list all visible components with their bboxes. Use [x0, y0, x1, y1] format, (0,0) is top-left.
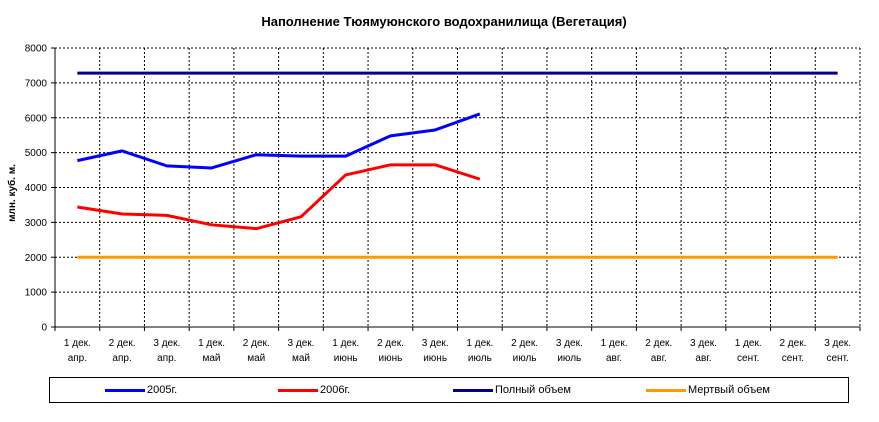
x-tick-label-line1: 3 дек.	[288, 338, 315, 349]
legend-label: Полный объем	[495, 384, 571, 396]
legend-label: 2006г.	[320, 384, 351, 396]
y-tick-label: 7000	[25, 78, 48, 89]
x-tick-label-line1: 1 дек.	[198, 338, 225, 349]
grid-lines	[55, 47, 861, 327]
x-tick-label-line2: сент.	[826, 353, 848, 364]
x-tick-label-line2: июль	[557, 353, 581, 364]
x-tick-label-line2: апр.	[112, 353, 131, 364]
legend-item: 2006г.	[278, 378, 350, 402]
axes	[51, 47, 861, 331]
x-tick-label-line1: 2 дек.	[511, 338, 538, 349]
x-tick-label-line2: авг.	[695, 353, 711, 364]
x-tick-label-line2: июнь	[334, 353, 358, 364]
chart-plot: 0 1000 2000 3000 4000 5000 6000 7000 8000 1 дек.…	[25, 44, 861, 364]
x-tick-labels: 1 дек. апр. 2 дек. апр. 3 дек. апр. 1 дек. май 2…	[64, 338, 851, 364]
x-tick-label-line2: авг.	[606, 353, 622, 364]
chart-title: Наполнение Тюямуюнского водохранилища (В…	[261, 14, 627, 29]
legend-item: Мертвый объем	[646, 378, 770, 402]
x-tick-label-line2: апр.	[157, 353, 176, 364]
y-tick-label: 3000	[25, 218, 48, 229]
y-tick-label: 2000	[25, 253, 48, 264]
legend-item: 2005г.	[105, 378, 177, 402]
x-tick-label-line2: июнь	[423, 353, 447, 364]
legend-swatch	[105, 388, 145, 392]
x-tick-label-line2: авг.	[651, 353, 667, 364]
x-tick-label-line2: сент.	[737, 353, 759, 364]
x-tick-label-line2: май	[292, 353, 310, 364]
y-tick-label: 0	[41, 323, 47, 334]
legend-swatch	[646, 388, 686, 392]
y-tick-label: 6000	[25, 113, 48, 124]
x-tick-label-line2: май	[203, 353, 221, 364]
y-tick-label: 4000	[25, 183, 48, 194]
y-tick-labels: 0 1000 2000 3000 4000 5000 6000 7000 8000	[25, 44, 48, 334]
y-tick-label: 5000	[25, 148, 48, 159]
x-tick-label-line1: 1 дек.	[735, 338, 762, 349]
legend-swatch	[278, 388, 318, 392]
y-tick-label: 8000	[25, 44, 48, 55]
x-tick-label-line1: 2 дек.	[645, 338, 672, 349]
y-tick-label: 1000	[25, 288, 48, 299]
x-tick-label-line1: 3 дек.	[824, 338, 851, 349]
x-tick-label-line2: июль	[468, 353, 492, 364]
legend-item: Полный объем	[453, 378, 571, 402]
x-tick-label-line2: июль	[513, 353, 537, 364]
x-tick-label-line1: 2 дек.	[377, 338, 404, 349]
x-tick-label-line2: апр.	[68, 353, 87, 364]
x-tick-label-line1: 3 дек.	[153, 338, 180, 349]
x-tick-label-line1: 2 дек.	[243, 338, 270, 349]
legend-label: Мертвый объем	[688, 384, 770, 396]
x-tick-label-line1: 3 дек.	[422, 338, 449, 349]
x-tick-label-line1: 3 дек.	[556, 338, 583, 349]
legend: 2005г. 2006г. Полный объем Мертвый объем	[49, 377, 849, 403]
series-lines	[77, 71, 838, 259]
legend-swatch	[453, 388, 493, 392]
x-tick-label-line1: 2 дек.	[779, 338, 806, 349]
x-tick-label-line1: 1 дек.	[466, 338, 493, 349]
x-tick-label-line1: 1 дек.	[332, 338, 359, 349]
x-tick-label-line1: 1 дек.	[601, 338, 628, 349]
x-tick-label-line1: 1 дек.	[64, 338, 91, 349]
legend-label: 2005г.	[147, 384, 178, 396]
x-tick-label-line2: сент.	[782, 353, 804, 364]
x-tick-label-line1: 2 дек.	[109, 338, 136, 349]
x-tick-label-line2: май	[247, 353, 265, 364]
x-tick-label-line2: июнь	[379, 353, 403, 364]
series-line-2005г-	[77, 112, 481, 170]
x-tick-label-line1: 3 дек.	[690, 338, 717, 349]
series-line-2006г-	[77, 163, 481, 231]
